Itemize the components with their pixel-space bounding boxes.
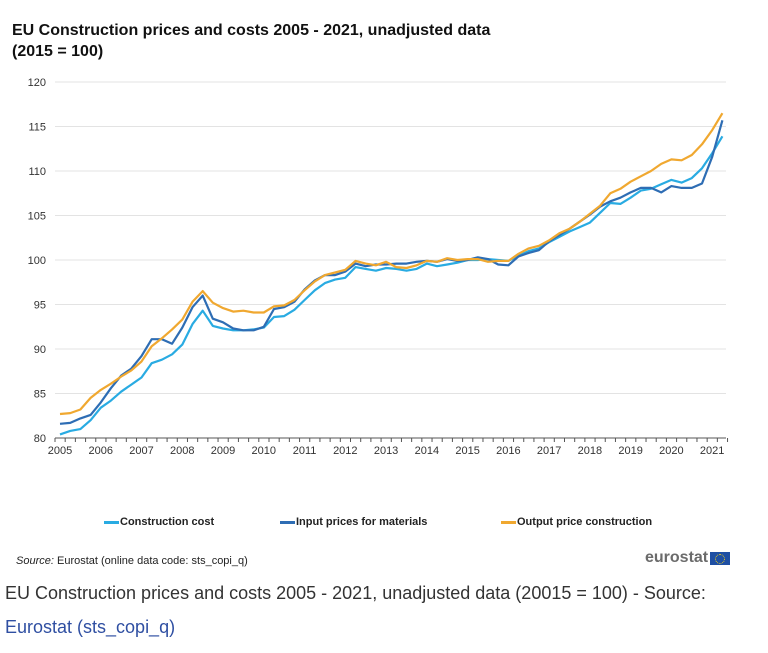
y-tick-label: 120	[28, 77, 46, 89]
figure-caption: EU Construction prices and costs 2005 - …	[5, 576, 765, 644]
x-tick-label: 2020	[659, 445, 683, 457]
y-tick-label: 100	[28, 255, 46, 267]
chart-title-line-1: EU Construction prices and costs 2005 - …	[12, 22, 491, 39]
y-tick-label: 80	[34, 433, 46, 445]
legend-label: Input prices for materials	[296, 516, 428, 528]
y-tick-label: 90	[34, 344, 46, 356]
y-tick-label: 95	[34, 300, 46, 312]
x-tick-label: 2008	[170, 445, 194, 457]
x-tick-label: 2009	[211, 445, 235, 457]
line-chart: 80 85 90 95 100 105 110 115 120 2005 2006 2007 2008 2…	[28, 77, 729, 457]
legend-label: Construction cost	[120, 516, 215, 528]
logo-text: eurostat	[645, 549, 709, 566]
legend-item-construction-cost[interactable]: Construction cost	[104, 516, 214, 528]
x-tick-label: 2012	[333, 445, 357, 457]
x-tick-label: 2005	[48, 445, 72, 457]
x-tick-label: 2016	[496, 445, 520, 457]
series-line-construction-cost	[59, 135, 724, 436]
legend-item-output-price[interactable]: Output price construction	[501, 516, 652, 528]
legend-item-input-prices[interactable]: Input prices for materials	[280, 516, 427, 528]
source-label: Source:	[16, 555, 54, 567]
chart-title-line-2: (2015 = 100)	[12, 43, 104, 60]
y-tick-label: 85	[34, 389, 46, 401]
source-text: Eurostat (online data code: sts_copi_q)	[56, 555, 248, 567]
chart-legend: Construction cost Input prices for mater…	[0, 516, 768, 534]
x-tick-label: 2013	[374, 445, 398, 457]
x-tick-label: 2014	[415, 445, 439, 457]
legend-swatch	[280, 520, 295, 524]
source-note: Source: Eurostat (online data code: sts_…	[16, 555, 248, 567]
source-link[interactable]: Eurostat (sts_copi_q)	[5, 617, 176, 637]
legend-label: Output price construction	[517, 516, 653, 528]
legend-swatch	[104, 520, 119, 524]
chart-title: EU Construction prices and costs 2005 - …	[12, 20, 612, 62]
y-tick-label: 105	[28, 211, 46, 223]
x-tick-label: 2018	[578, 445, 602, 457]
x-tick-label: 2019	[618, 445, 642, 457]
eurostat-logo: eurostat	[645, 549, 731, 567]
caption-text: EU Construction prices and costs 2005 - …	[5, 583, 706, 603]
x-tick-label: 2017	[537, 445, 561, 457]
x-tick-label: 2007	[129, 445, 153, 457]
x-tick-label: 2011	[293, 445, 317, 457]
x-tick-label: 2010	[252, 445, 276, 457]
y-tick-label: 110	[28, 166, 46, 178]
x-tick-label: 2015	[455, 445, 479, 457]
series-line-output-price-construction	[59, 112, 724, 416]
x-tick-label: 2006	[89, 445, 113, 457]
x-tick-label: 2021	[700, 445, 724, 457]
y-tick-label: 115	[28, 122, 46, 134]
eu-flag-icon	[710, 551, 731, 565]
legend-swatch	[501, 520, 516, 524]
series-line-input-prices-for-materials	[59, 120, 724, 425]
